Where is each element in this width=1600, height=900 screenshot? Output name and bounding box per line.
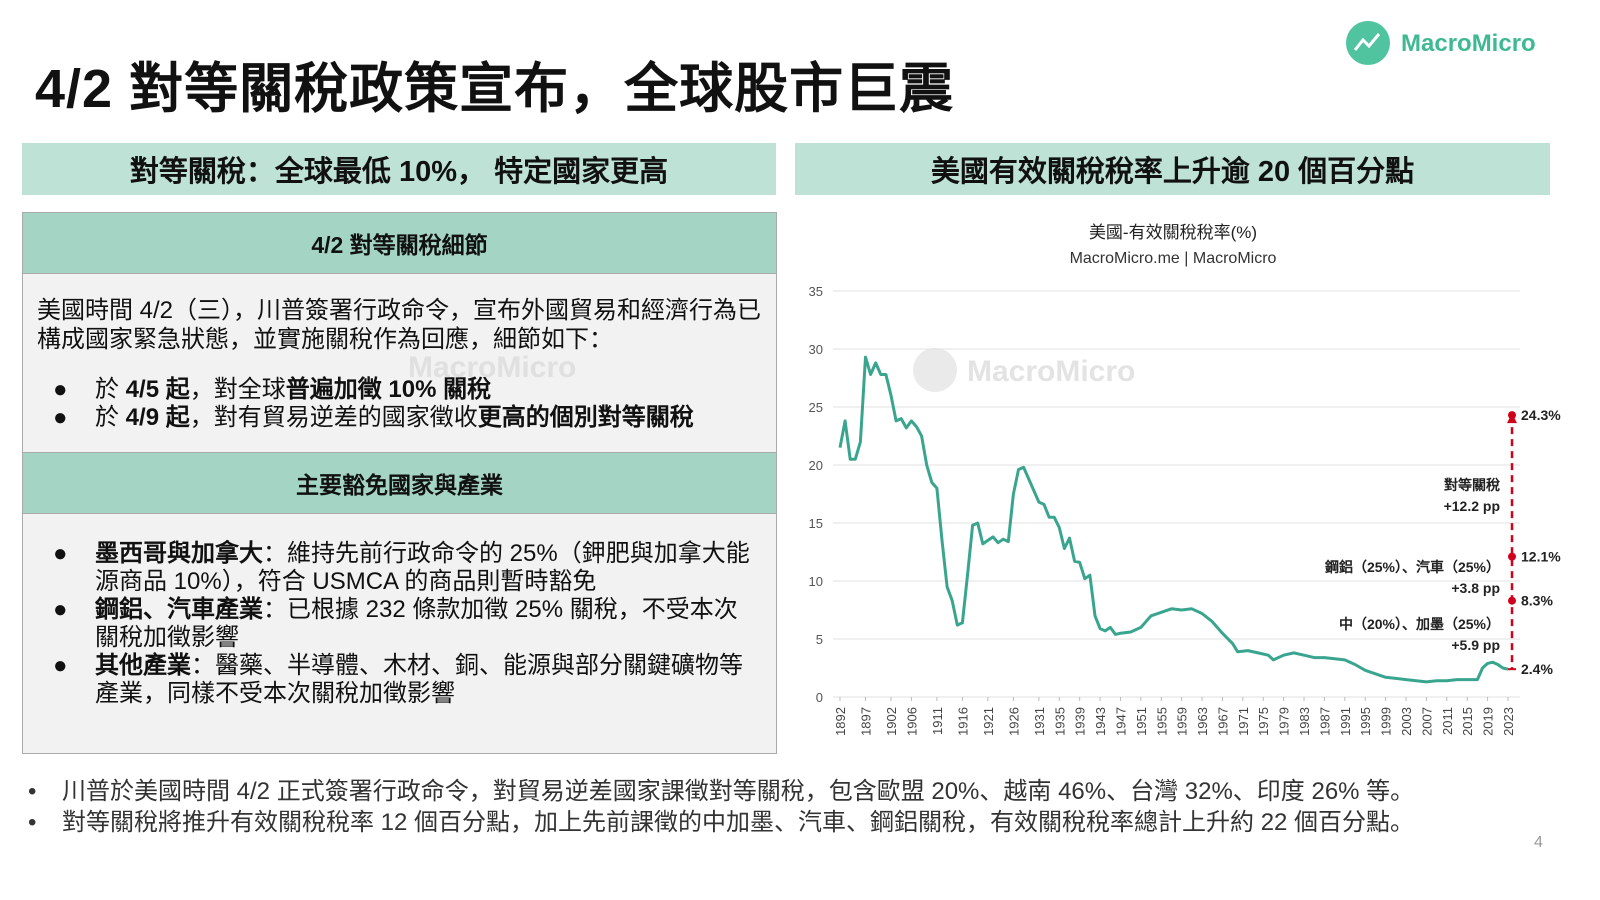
logo-icon-line	[1353, 33, 1381, 51]
y-tick-label: 10	[809, 574, 823, 589]
x-tick-label: 1916	[955, 707, 970, 736]
x-tick-label: 1902	[884, 707, 899, 736]
x-tick-label: 1951	[1134, 707, 1149, 736]
x-tick-label: 1892	[833, 707, 848, 736]
footer-bullet: 川普於美國時間 4/2 正式簽署行政命令，對貿易逆差國家課徵對等關稅，包含歐盟 …	[28, 776, 1588, 807]
marker-arrow	[1507, 413, 1517, 424]
details-box: 4/2 對等關稅細節 美國時間 4/2（三），川普簽署行政命令，宣布外國貿易和經…	[22, 212, 777, 754]
note: 鋼鋁（25%）、汽車（25%）	[1324, 559, 1500, 575]
x-tick-label: 1926	[1006, 707, 1021, 736]
y-tick-label: 20	[809, 458, 823, 473]
y-tick-label: 15	[809, 516, 823, 531]
bullet-text: 4/9 起	[125, 404, 190, 431]
watermark: MacroMicro	[967, 355, 1135, 388]
marker-label: 24.3%	[1521, 407, 1561, 423]
x-tick-label: 2011	[1440, 707, 1455, 735]
x-tick-label: 1987	[1317, 707, 1332, 736]
bullet-list: 墨西哥與加拿大：維持先前行政命令的 25%（鉀肥與加拿大能源商品 10%），符合…	[23, 540, 776, 708]
chart-subtitle: MacroMicro.me | MacroMicro	[1070, 250, 1277, 267]
x-tick-label: 1979	[1277, 707, 1292, 736]
bullet: 墨西哥與加拿大：維持先前行政命令的 25%（鉀肥與加拿大能源商品 10%），符合…	[53, 540, 758, 596]
x-tick-label: 1921	[981, 707, 996, 736]
x-tick-label: 1947	[1113, 707, 1128, 736]
x-tick-label: 2003	[1399, 707, 1414, 736]
x-tick-label: 1911	[930, 707, 945, 735]
bullet-text: ：維持先前行政命令的 25%（鉀肥與加拿大能源商品 10%），符合 USMCA …	[95, 540, 750, 595]
slide-title: 4/2 對等關稅政策宣布，全球股市巨震	[35, 59, 955, 119]
footer-bullet: 對等關稅將推升有效關稅稅率 12 個百分點，加上先前課徵的中加墨、汽車、鋼鋁關稅…	[28, 807, 1588, 838]
bullet-text: ，對有貿易逆差的國家徵收	[189, 404, 478, 431]
y-tick-label: 0	[816, 690, 823, 705]
x-tick-label: 1959	[1175, 707, 1190, 736]
logo-text: MacroMicro	[1401, 30, 1536, 57]
x-tick-label: 1967	[1215, 707, 1230, 736]
bullet-text: 4/5 起	[125, 376, 190, 403]
marker-label: 2.4%	[1521, 661, 1553, 677]
x-tick-label: 1955	[1154, 707, 1169, 736]
line-series	[838, 355, 1509, 684]
x-tick-label: 2015	[1460, 707, 1475, 736]
section-heading: 4/2 對等關稅細節	[23, 213, 776, 274]
x-tick-label: 1931	[1032, 707, 1047, 736]
x-tick-label: 1995	[1358, 707, 1373, 736]
bullet: 其他產業：醫藥、半導體、木材、銅、能源與部分關鍵礦物等產業，同樣不受本次關稅加徵…	[53, 652, 758, 708]
section-heading: 主要豁免國家與產業	[23, 452, 776, 514]
x-tick-label: 2019	[1481, 707, 1496, 736]
bullet-text: 鋼鋁、汽車產業	[95, 596, 263, 623]
right-header: 美國有效關稅稅率上升逾 20 個百分點	[795, 143, 1550, 195]
marker-dot	[1508, 552, 1516, 561]
bullet-list: 於 4/5 起，對全球普遍加徵 10% 關稅於 4/9 起，對有貿易逆差的國家徵…	[23, 376, 776, 432]
x-tick-label: 1999	[1379, 707, 1394, 736]
y-tick-label: 5	[816, 632, 823, 647]
x-tick-label: 2023	[1501, 707, 1516, 736]
left-header: 對等關稅：全球最低 10%， 特定國家更高	[22, 143, 776, 195]
note: +5.9 pp	[1451, 637, 1500, 653]
bullet-text: ：已根據 232 條款加徵 25% 關稅，不受本次關稅加徵影響	[95, 596, 738, 651]
x-tick-label: 1897	[858, 707, 873, 736]
chart: 美國-有效關稅稅率(%) MacroMicro.me | MacroMicro …	[809, 223, 1562, 736]
x-tick-label: 1906	[904, 707, 919, 736]
x-tick-label: 1983	[1297, 707, 1312, 736]
logo: MacroMicro	[1346, 21, 1536, 65]
note: +12.2 pp	[1444, 498, 1500, 514]
page-number: 4	[1534, 834, 1543, 851]
x-tick-label: 1971	[1236, 707, 1251, 736]
marker-label: 12.1%	[1521, 549, 1561, 565]
watermark: MacroMicro	[408, 351, 577, 384]
bullet-text: 於	[95, 404, 126, 431]
x-tick-label: 1935	[1052, 707, 1067, 736]
x-tick-label: 2007	[1419, 707, 1434, 736]
bullet-text: 於	[95, 376, 126, 403]
bullet: 於 4/5 起，對全球普遍加徵 10% 關稅	[53, 376, 758, 404]
bullet-text: 更高的個別對等關稅	[477, 404, 694, 431]
bullet-text: 墨西哥與加拿大	[95, 540, 263, 567]
marker-label: 8.3%	[1521, 593, 1553, 609]
y-tick-label: 30	[809, 342, 823, 357]
bullet: 於 4/9 起，對有貿易逆差的國家徵收更高的個別對等關稅	[53, 404, 758, 432]
y-tick-label: 25	[809, 400, 823, 415]
note: 對等關稅	[1444, 477, 1500, 493]
x-tick-label: 1943	[1093, 707, 1108, 736]
bullet: 鋼鋁、汽車產業：已根據 232 條款加徵 25% 關稅，不受本次關稅加徵影響	[53, 596, 758, 652]
x-tick-label: 1975	[1256, 707, 1271, 736]
x-tick-label: 1939	[1073, 707, 1088, 736]
chart-title: 美國-有效關稅稅率(%)	[1089, 223, 1257, 242]
marker-dot	[1508, 596, 1516, 605]
bullet-text: ：醫藥、半導體、木材、銅、能源與部分關鍵礦物等產業，同樣不受本次關稅加徵影響	[95, 652, 743, 707]
bullet-text: 其他產業	[95, 652, 191, 679]
note: +3.8 pp	[1451, 580, 1500, 596]
x-tick-label: 1991	[1338, 707, 1353, 736]
intro: 美國時間 4/2（三），川普簽署行政命令，宣布外國貿易和經濟行為已構成國家緊急狀…	[37, 297, 762, 353]
note: 中（20%）、加墨（25%）	[1339, 616, 1500, 632]
y-tick-label: 35	[809, 284, 823, 299]
footer-notes: 川普於美國時間 4/2 正式簽署行政命令，對貿易逆差國家課徵對等關稅，包含歐盟 …	[28, 776, 1588, 838]
bullet-text: ，對全球	[189, 376, 286, 403]
watermark-icon	[913, 348, 957, 392]
bullet-text: 普遍加徵 10% 關稅	[285, 376, 492, 403]
x-tick-label: 1963	[1195, 707, 1210, 736]
